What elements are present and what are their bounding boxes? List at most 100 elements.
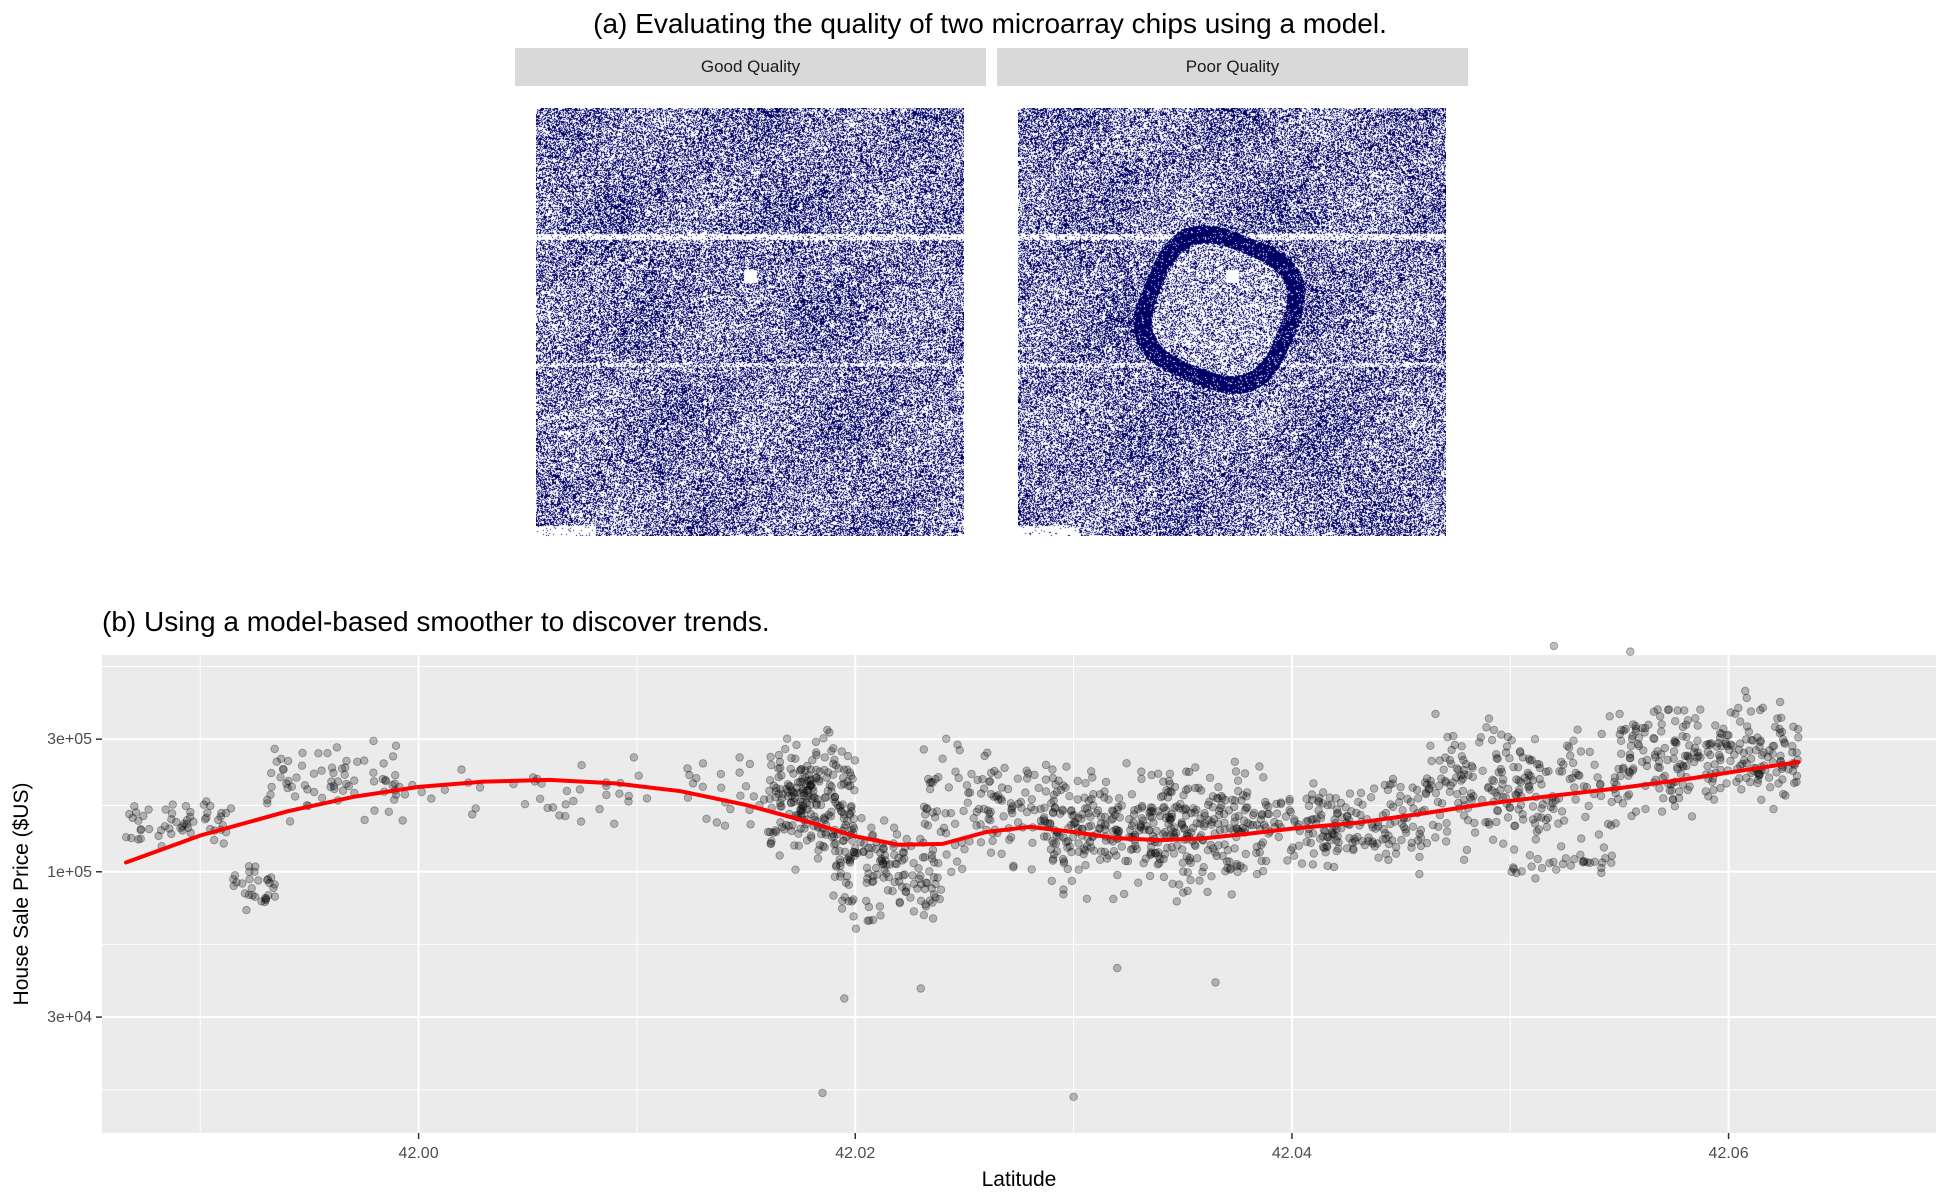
data-point	[1137, 814, 1146, 823]
data-point	[1772, 768, 1781, 777]
data-point	[1145, 808, 1154, 817]
data-point	[726, 804, 735, 814]
data-point	[845, 858, 855, 867]
data-point	[964, 788, 973, 798]
data-point	[1665, 786, 1674, 795]
data-point	[1166, 824, 1176, 833]
data-point	[1470, 818, 1479, 828]
data-point	[183, 823, 193, 833]
data-point	[1225, 824, 1235, 833]
data-point	[880, 816, 889, 825]
data-point	[1683, 785, 1692, 795]
data-point	[1570, 783, 1579, 792]
data-point	[1682, 732, 1691, 742]
data-point	[1364, 837, 1373, 846]
data-point	[820, 753, 829, 762]
data-point	[390, 795, 399, 804]
data-point	[1272, 799, 1281, 809]
data-point	[1755, 770, 1764, 779]
data-point	[1153, 769, 1163, 778]
data-point	[1058, 805, 1067, 814]
data-point	[1624, 790, 1634, 799]
data-point	[1166, 787, 1175, 796]
data-point	[1503, 784, 1513, 794]
data-point	[1769, 741, 1779, 751]
data-point	[776, 785, 785, 794]
data-point	[178, 826, 187, 835]
data-point	[238, 879, 247, 888]
data-point	[1495, 786, 1505, 795]
data-point	[1372, 839, 1382, 848]
data-point	[267, 873, 276, 882]
data-point	[936, 885, 946, 894]
data-point	[1527, 862, 1536, 871]
data-point	[1710, 760, 1719, 769]
data-point	[1640, 724, 1650, 733]
data-point	[802, 793, 811, 803]
data-point	[1516, 778, 1525, 787]
data-point	[862, 863, 872, 872]
data-point	[247, 884, 256, 893]
data-point	[942, 734, 951, 743]
data-point	[994, 795, 1003, 804]
data-point	[1192, 805, 1201, 814]
data-point	[391, 741, 401, 750]
data-point	[805, 801, 815, 810]
data-point	[333, 777, 343, 786]
data-point	[182, 820, 191, 829]
data-point	[806, 776, 815, 785]
data-point	[798, 797, 807, 807]
data-point	[1036, 804, 1045, 814]
data-point	[1467, 795, 1476, 805]
data-point	[1532, 759, 1542, 769]
data-point	[921, 810, 930, 819]
data-point	[1426, 776, 1435, 786]
data-point	[1653, 747, 1662, 756]
data-point	[251, 862, 260, 871]
data-point	[843, 765, 852, 774]
data-point	[1059, 890, 1068, 899]
data-point	[1230, 813, 1240, 822]
data-point	[928, 898, 937, 907]
data-point	[1672, 763, 1682, 772]
data-point	[1505, 803, 1515, 813]
data-point	[880, 851, 890, 860]
data-point	[1219, 809, 1229, 819]
data-point	[881, 856, 890, 865]
data-point	[1343, 812, 1352, 821]
data-point	[1407, 843, 1416, 852]
data-point	[1007, 806, 1016, 815]
data-point	[283, 756, 293, 766]
data-point	[1206, 840, 1215, 850]
data-point	[1241, 849, 1250, 859]
data-point	[1309, 849, 1318, 858]
data-point	[845, 809, 854, 818]
data-point	[829, 832, 839, 841]
data-point	[846, 854, 855, 863]
data-point	[989, 792, 998, 801]
data-point	[821, 830, 831, 839]
data-point	[1536, 813, 1546, 822]
data-point	[836, 801, 845, 811]
data-point	[827, 747, 836, 756]
data-point	[1191, 841, 1200, 851]
data-point	[1576, 850, 1585, 859]
data-point	[1136, 823, 1145, 832]
data-point	[781, 820, 791, 829]
data-point	[1171, 828, 1181, 838]
data-point	[1731, 709, 1740, 718]
data-point	[1307, 795, 1317, 804]
data-point	[629, 753, 639, 762]
data-point	[835, 855, 844, 864]
data-point	[1378, 835, 1387, 844]
data-point	[1497, 730, 1506, 739]
data-point	[783, 787, 793, 797]
data-point	[1165, 815, 1175, 825]
data-point	[1599, 843, 1609, 852]
data-point	[1759, 748, 1768, 757]
data-point	[840, 893, 849, 902]
data-point	[787, 753, 796, 763]
data-point	[849, 847, 858, 857]
data-point	[1052, 831, 1061, 840]
data-point	[720, 821, 730, 830]
